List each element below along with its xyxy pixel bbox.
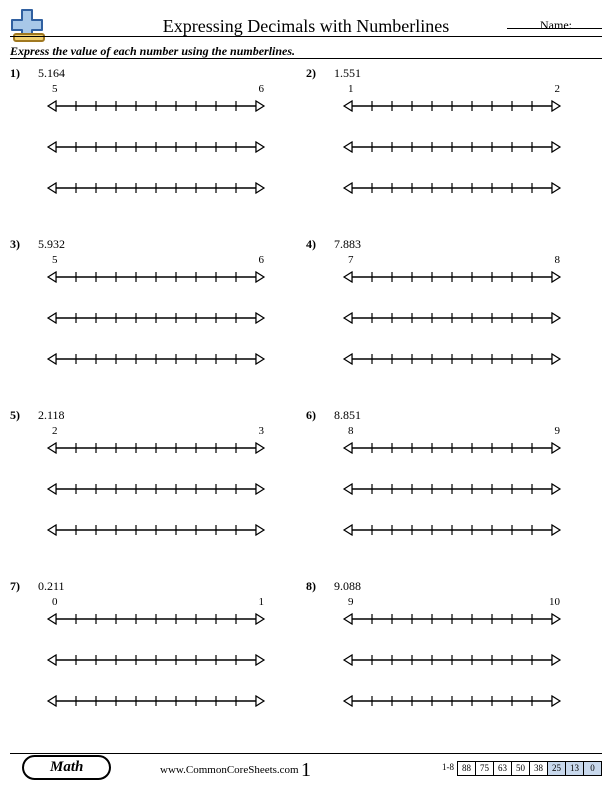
- numberline: [46, 349, 306, 374]
- end-label: 8: [555, 254, 561, 266]
- numberline: [342, 520, 602, 545]
- score-box: 0: [583, 761, 602, 776]
- problem-value: 1.551: [334, 66, 361, 81]
- numberline-labels: 5 6: [52, 83, 264, 95]
- name-input-line[interactable]: [507, 28, 602, 29]
- numberline-labels: 7 8: [348, 254, 560, 266]
- end-label: 6: [259, 254, 265, 266]
- problem-number: 4): [306, 237, 334, 252]
- numberline: [46, 609, 306, 634]
- end-label: 9: [555, 425, 561, 437]
- numberline: [342, 650, 602, 675]
- header-rule: [10, 36, 602, 37]
- problems-grid: 1) 5.164 5 6 2) 1.551 1 2 3): [10, 62, 602, 746]
- start-label: 5: [52, 83, 58, 95]
- problem-number: 7): [10, 579, 38, 594]
- problem-row: 1) 5.164 5 6 2) 1.551 1 2: [10, 62, 602, 233]
- score-box: 63: [493, 761, 512, 776]
- instructions-text: Express the value of each number using t…: [10, 44, 295, 59]
- end-label: 1: [259, 596, 265, 608]
- worksheet-page: Expressing Decimals with Numberlines Nam…: [0, 0, 612, 792]
- score-box: 50: [511, 761, 530, 776]
- numberline: [342, 178, 602, 203]
- numberline: [46, 520, 306, 545]
- numberline-labels: 5 6: [52, 254, 264, 266]
- problem-value: 7.883: [334, 237, 361, 252]
- numberline: [46, 438, 306, 463]
- numberline: [46, 178, 306, 203]
- problem: 4) 7.883 7 8: [306, 233, 602, 404]
- instructions-rule: [10, 58, 602, 59]
- numberline: [342, 96, 602, 121]
- numberline: [342, 308, 602, 333]
- problem-value: 8.851: [334, 408, 361, 423]
- score-box: 75: [475, 761, 494, 776]
- problem-row: 3) 5.932 5 6 4) 7.883 7 8: [10, 233, 602, 404]
- problem-row: 7) 0.211 0 1 8) 9.088 9 10: [10, 575, 602, 746]
- numberline: [46, 267, 306, 292]
- score-box: 88: [457, 761, 476, 776]
- numberline: [46, 96, 306, 121]
- end-label: 2: [555, 83, 561, 95]
- numberline: [342, 438, 602, 463]
- problem-value: 0.211: [38, 579, 65, 594]
- problem-value: 5.164: [38, 66, 65, 81]
- numberline: [342, 267, 602, 292]
- numberline: [46, 479, 306, 504]
- problem-number: 6): [306, 408, 334, 423]
- score-box: 38: [529, 761, 548, 776]
- start-label: 1: [348, 83, 354, 95]
- problem: 8) 9.088 9 10: [306, 575, 602, 746]
- start-label: 0: [52, 596, 58, 608]
- problem-number: 8): [306, 579, 334, 594]
- score-range-label: 1-8: [442, 762, 454, 772]
- score-boxes: 887563503825130: [458, 761, 602, 776]
- problem: 1) 5.164 5 6: [10, 62, 306, 233]
- end-label: 6: [259, 83, 265, 95]
- problem-value: 2.118: [38, 408, 65, 423]
- problem-value: 5.932: [38, 237, 65, 252]
- name-label: Name:: [540, 18, 572, 33]
- problem: 7) 0.211 0 1: [10, 575, 306, 746]
- numberline: [46, 137, 306, 162]
- problem: 3) 5.932 5 6: [10, 233, 306, 404]
- numberline: [46, 308, 306, 333]
- end-label: 3: [259, 425, 265, 437]
- problem-value: 9.088: [334, 579, 361, 594]
- numberline: [342, 349, 602, 374]
- start-label: 8: [348, 425, 354, 437]
- start-label: 9: [348, 596, 354, 608]
- page-title: Expressing Decimals with Numberlines: [0, 16, 612, 37]
- end-label: 10: [549, 596, 560, 608]
- numberline: [342, 691, 602, 716]
- numberline-labels: 1 2: [348, 83, 560, 95]
- numberline-labels: 8 9: [348, 425, 560, 437]
- problem: 6) 8.851 8 9: [306, 404, 602, 575]
- footer-rule: [10, 753, 602, 754]
- problem-row: 5) 2.118 2 3 6) 8.851 8 9: [10, 404, 602, 575]
- numberline: [342, 609, 602, 634]
- start-label: 2: [52, 425, 58, 437]
- problem: 5) 2.118 2 3: [10, 404, 306, 575]
- start-label: 5: [52, 254, 58, 266]
- problem-number: 1): [10, 66, 38, 81]
- numberline: [342, 137, 602, 162]
- start-label: 7: [348, 254, 354, 266]
- problem-number: 3): [10, 237, 38, 252]
- numberline: [46, 650, 306, 675]
- problem-number: 2): [306, 66, 334, 81]
- numberline: [342, 479, 602, 504]
- problem-number: 5): [10, 408, 38, 423]
- score-box: 13: [565, 761, 584, 776]
- numberline-labels: 0 1: [52, 596, 264, 608]
- score-box: 25: [547, 761, 566, 776]
- numberline: [46, 691, 306, 716]
- numberline-labels: 2 3: [52, 425, 264, 437]
- problem: 2) 1.551 1 2: [306, 62, 602, 233]
- numberline-labels: 9 10: [348, 596, 560, 608]
